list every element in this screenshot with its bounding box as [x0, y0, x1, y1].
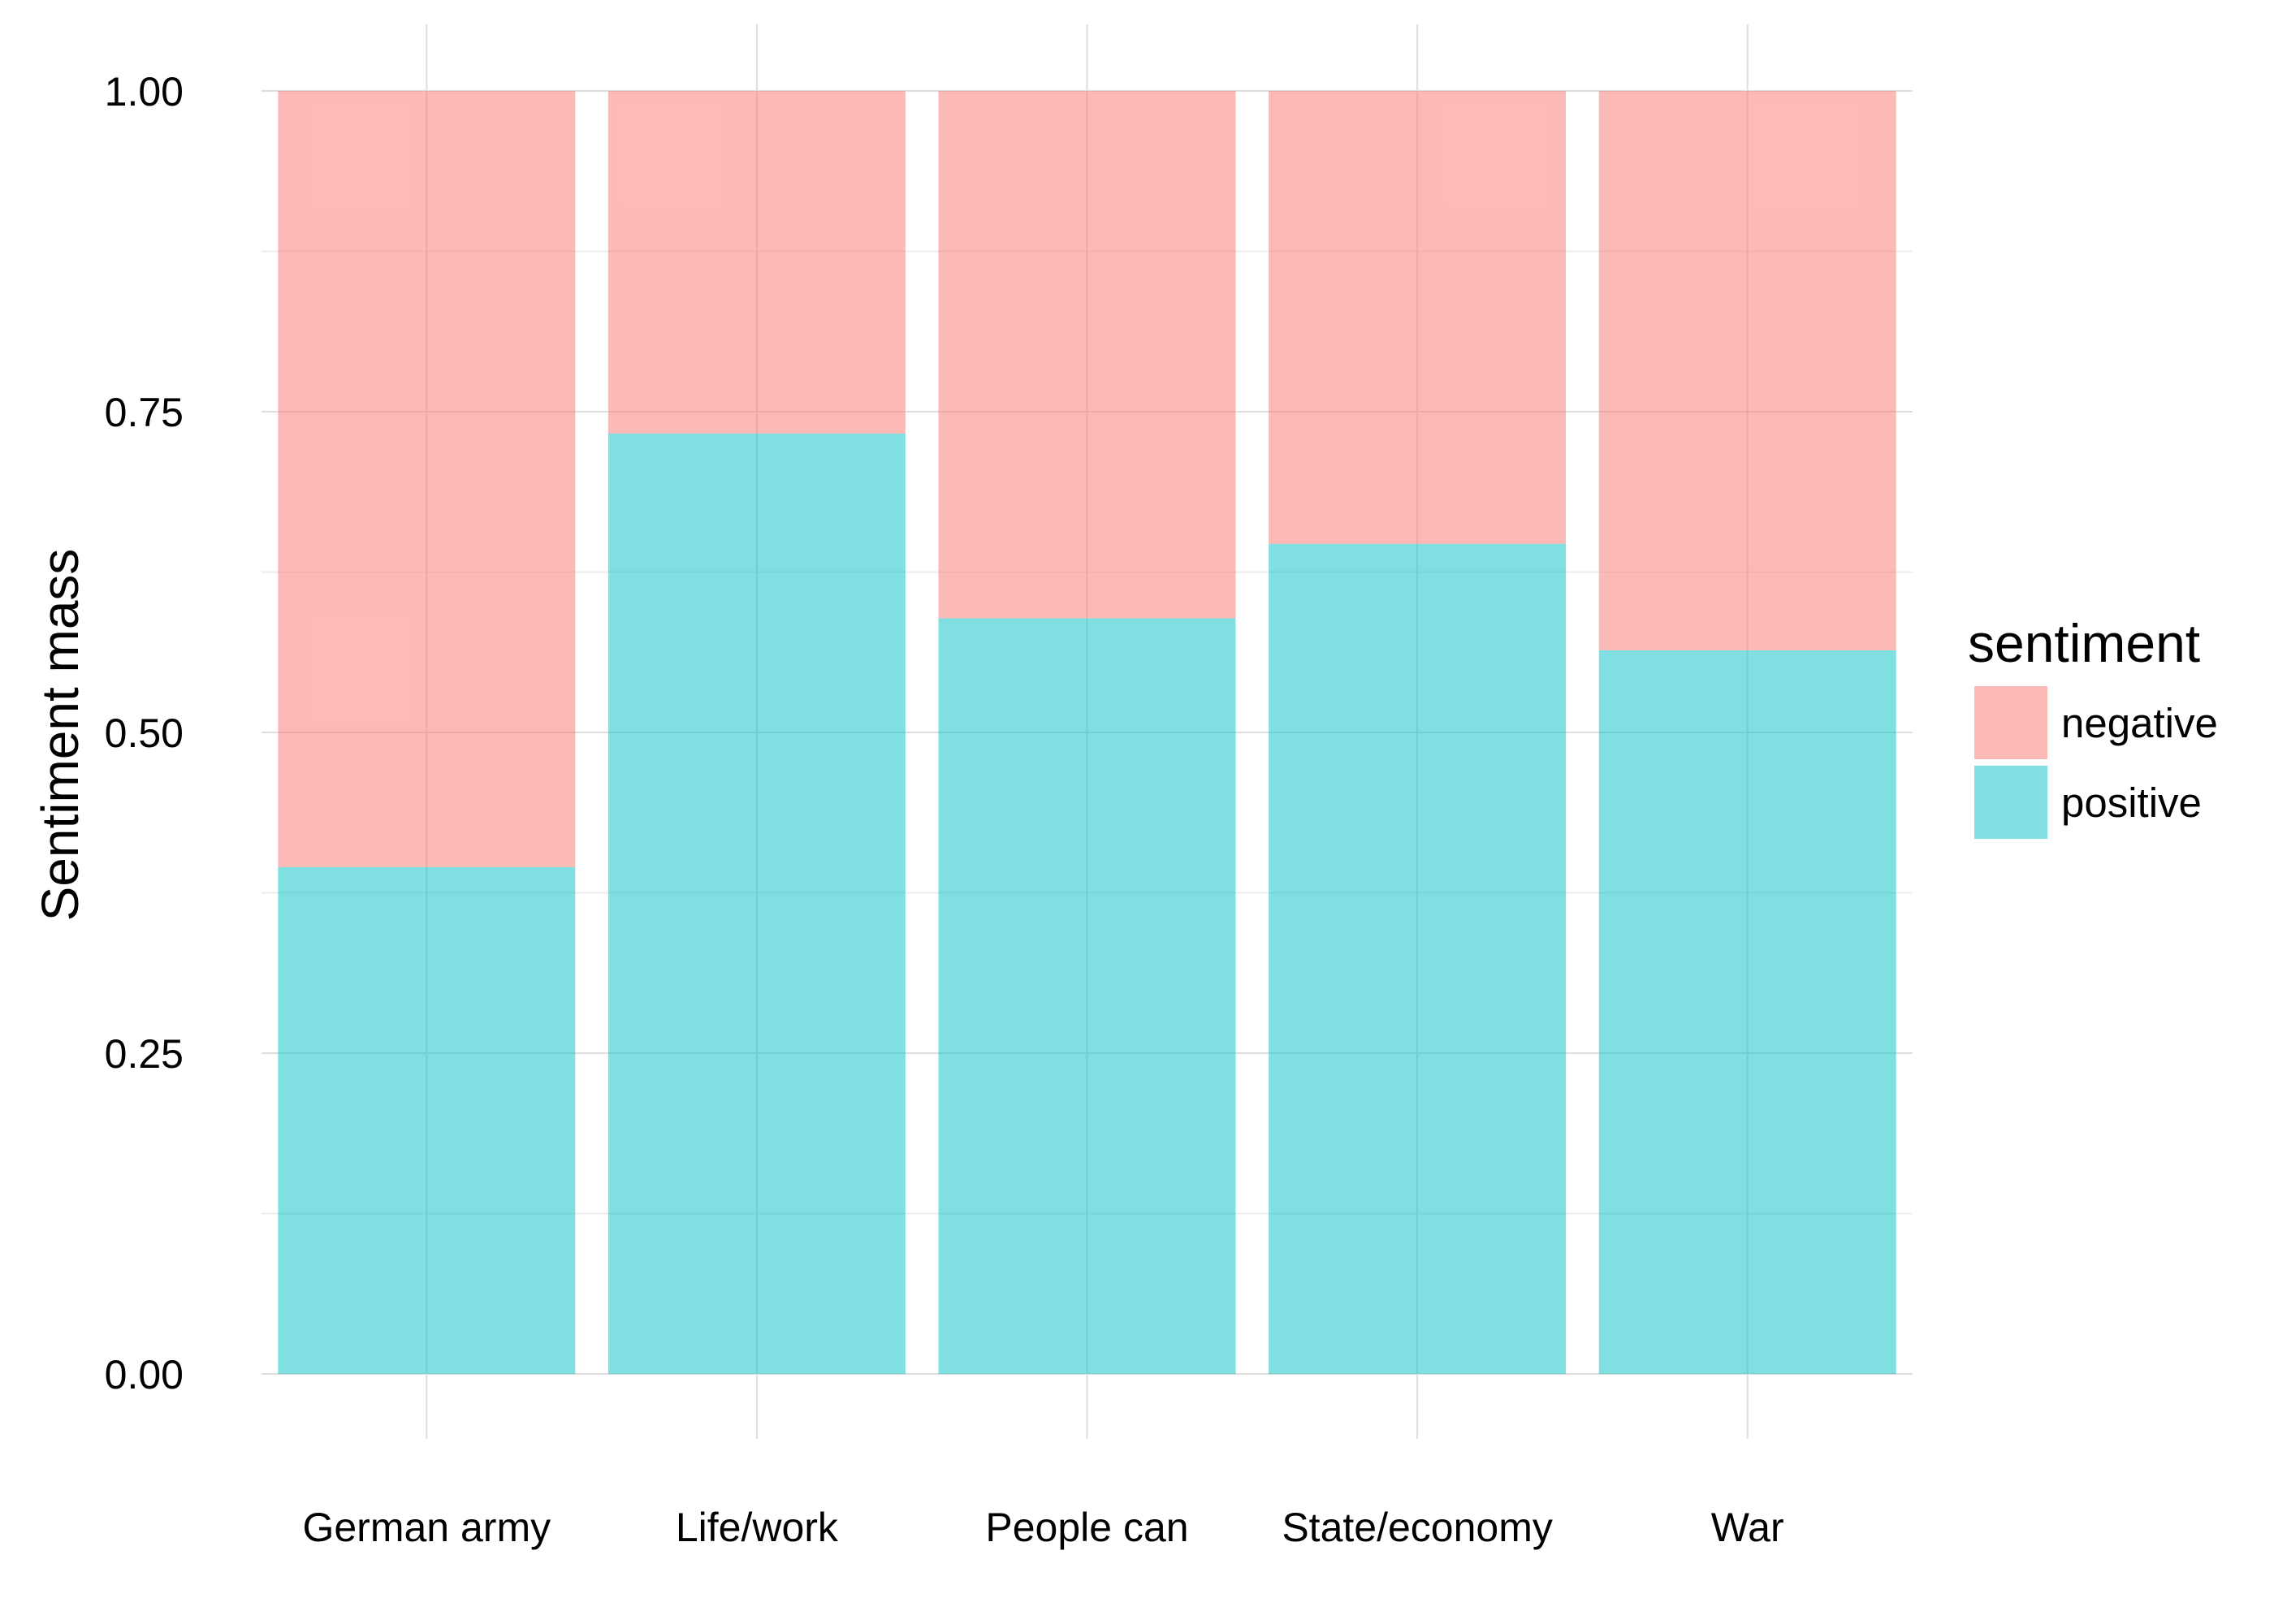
legend: sentiment negative positive: [1968, 613, 2218, 839]
y-tick-label: 0.75: [105, 390, 184, 435]
y-tick-label: 1.00: [105, 69, 184, 114]
bar-negative: [1269, 91, 1567, 544]
x-axis-ticks: German army Life/work People can State/econ…: [302, 1505, 1783, 1550]
bar-positive: [1598, 650, 1896, 1374]
x-tick-label: People can: [985, 1505, 1188, 1550]
x-tick-label: Life/work: [676, 1505, 839, 1550]
bar-positive: [938, 618, 1236, 1374]
bar-positive: [1269, 543, 1567, 1374]
y-tick-label: 0.00: [105, 1352, 184, 1397]
x-tick-label: War: [1711, 1505, 1784, 1550]
legend-key-negative: [1974, 686, 2047, 759]
bar-positive: [278, 866, 576, 1374]
y-axis-title: Sentiment mass: [31, 549, 89, 922]
legend-key-positive: [1974, 766, 2047, 839]
y-tick-label: 0.50: [105, 710, 184, 756]
bar-negative: [607, 91, 906, 434]
bar-negative: [938, 91, 1236, 619]
x-tick-label: German army: [302, 1505, 551, 1550]
legend-title: sentiment: [1968, 613, 2200, 673]
x-tick-label: State/economy: [1282, 1505, 1553, 1550]
legend-label-positive: positive: [2061, 780, 2202, 826]
legend-label-negative: negative: [2061, 700, 2218, 746]
y-axis-ticks: 0.00 0.25 0.50 0.75 1.00: [105, 69, 184, 1397]
bar-negative: [1598, 91, 1896, 650]
y-tick-label: 0.25: [105, 1031, 184, 1077]
bar-negative: [278, 91, 576, 867]
bars: [278, 91, 1896, 1374]
bar-positive: [607, 433, 906, 1374]
